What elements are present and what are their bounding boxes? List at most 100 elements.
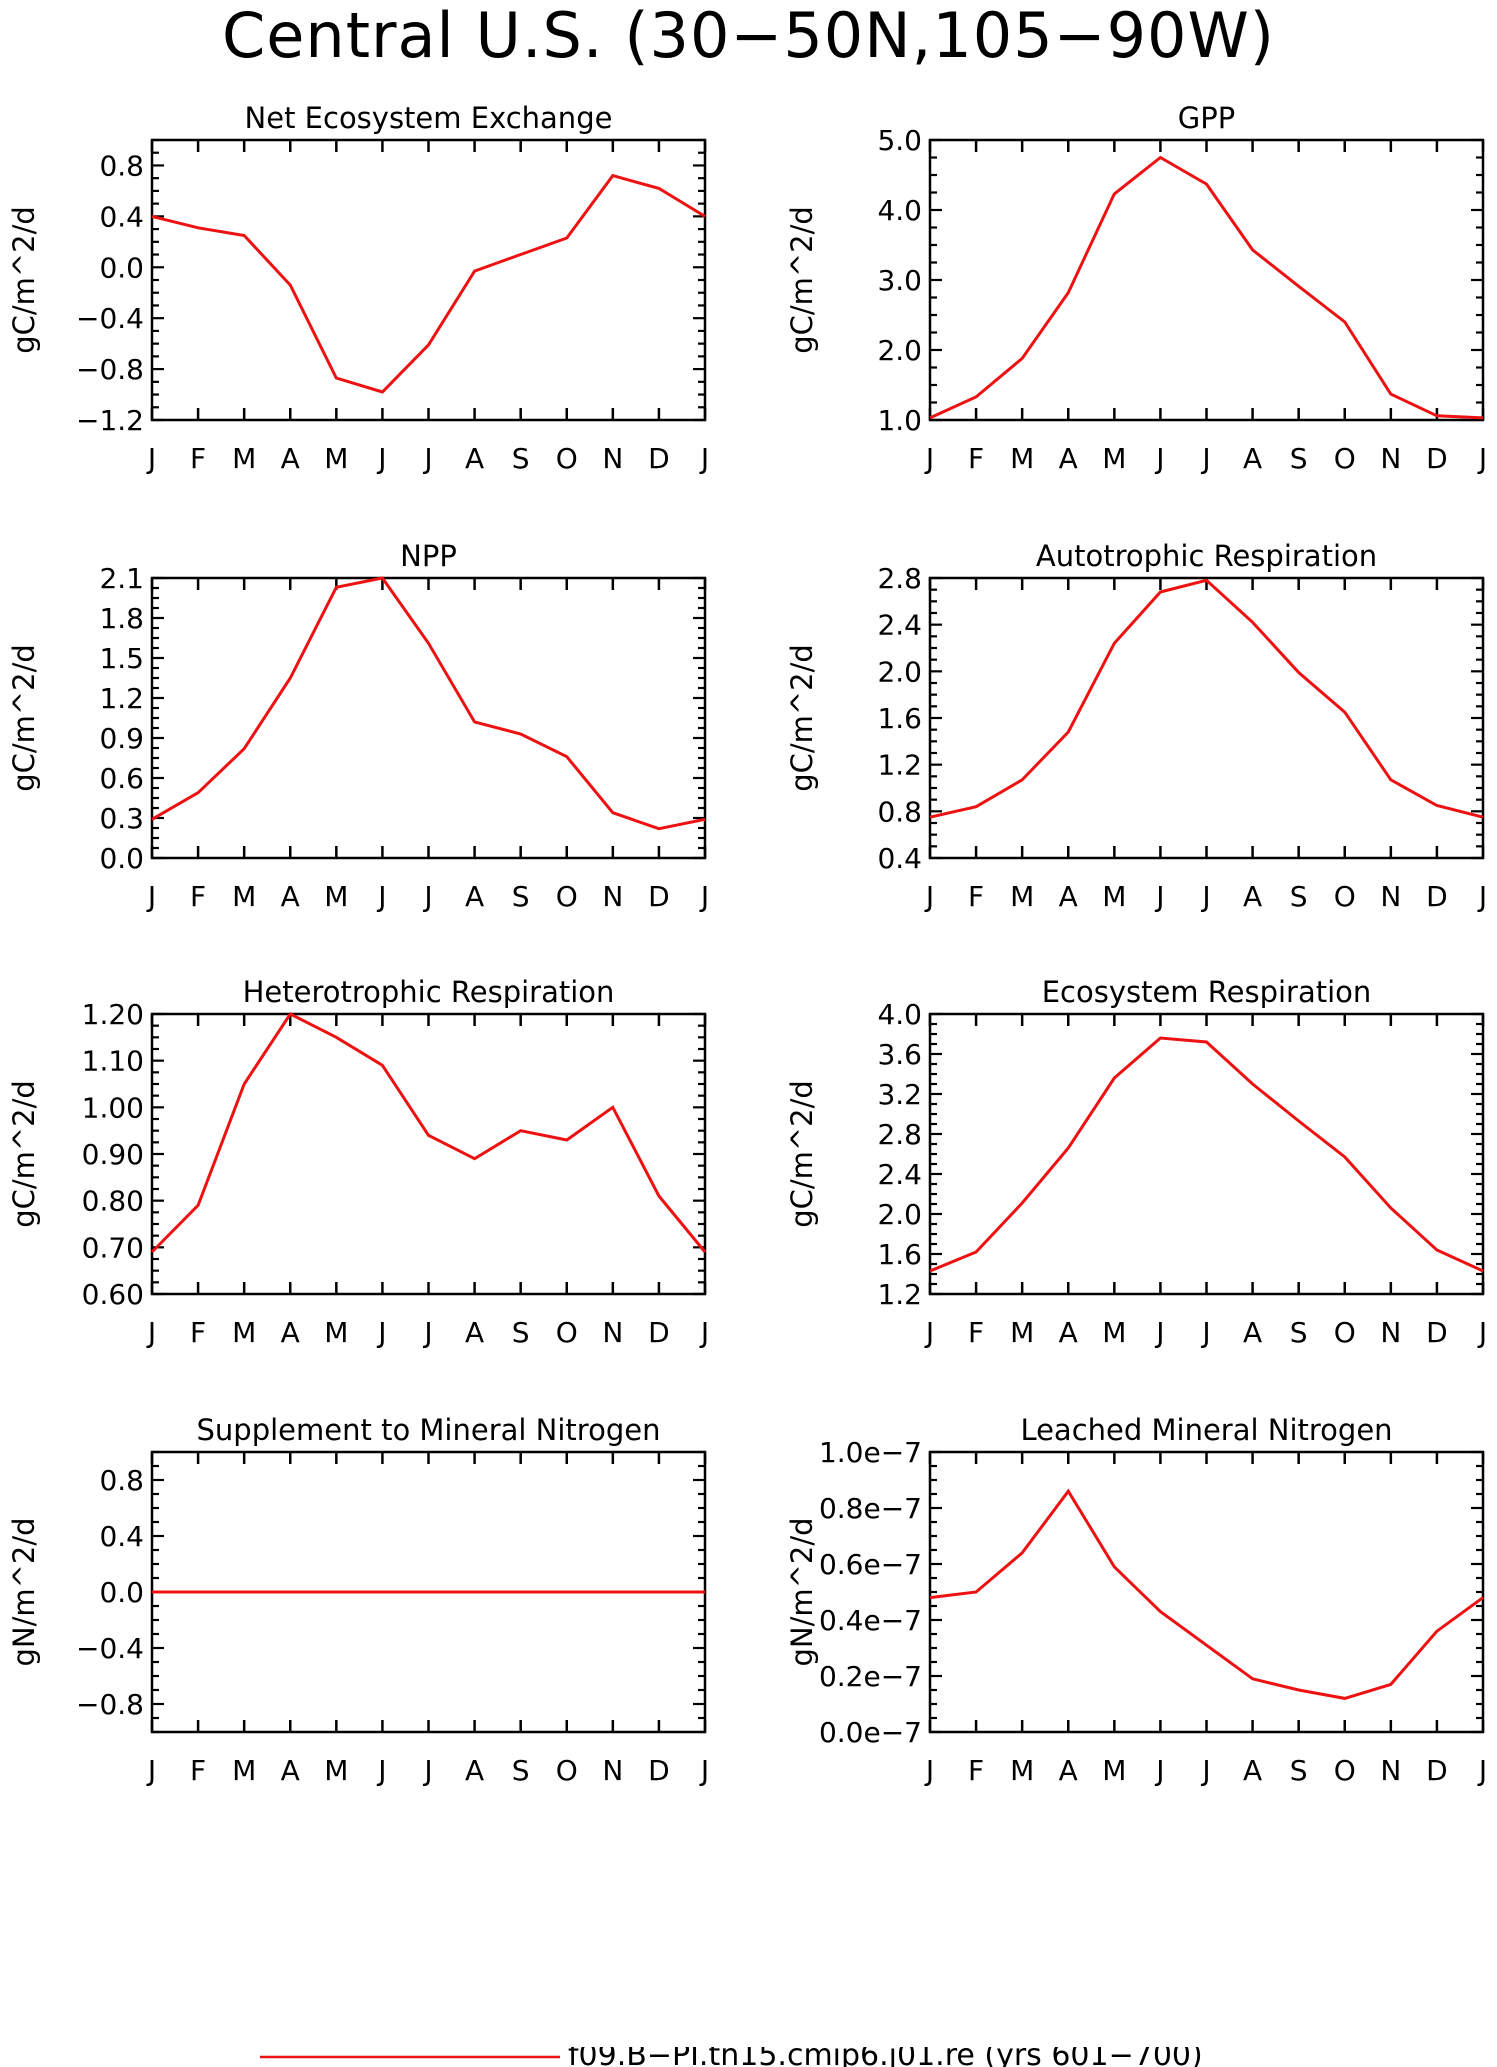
y-tick-label: 0.2e−7 <box>819 1660 922 1693</box>
x-tick-label: S <box>1290 1316 1308 1349</box>
x-tick-label: O <box>1334 880 1356 913</box>
y-tick-label: 0.8 <box>99 1464 144 1497</box>
y-tick-label: 2.0 <box>877 1198 922 1231</box>
y-tick-label: 0.90 <box>82 1138 144 1171</box>
y-tick-label: 2.8 <box>877 1118 922 1151</box>
y-tick-label: 3.2 <box>877 1078 922 1111</box>
y-axis-label: gC/m^2/d <box>7 1080 41 1228</box>
y-axis-label: gC/m^2/d <box>7 644 41 792</box>
series-line <box>929 1036 1484 1273</box>
y-tick-label: 2.0 <box>877 655 922 688</box>
x-tick-label: M <box>1010 1316 1034 1349</box>
y-tick-label: 0.60 <box>82 1278 144 1311</box>
x-tick-label: J <box>924 442 934 475</box>
y-tick-label: 1.20 <box>82 998 144 1031</box>
y-tick-label: −1.2 <box>76 404 144 437</box>
x-tick-label: J <box>924 1316 934 1349</box>
y-tick-label: 0.9 <box>99 722 144 755</box>
x-tick-label: N <box>602 1754 623 1787</box>
x-tick-label: J <box>1154 1754 1164 1787</box>
y-axis-label: gN/m^2/d <box>7 1517 41 1666</box>
x-tick-label: J <box>1477 1754 1487 1787</box>
legend-label: f09.B−PI.tn15.cmip6.j01.re (yrs 601−700) <box>568 2047 1203 2067</box>
x-tick-label: N <box>1380 442 1401 475</box>
legend: f09.B−PI.tn15.cmip6.j01.re (yrs 601−700) <box>260 2047 1203 2067</box>
x-tick-label: S <box>1290 880 1308 913</box>
x-tick-label: F <box>190 442 206 475</box>
y-tick-label: 1.10 <box>82 1045 144 1078</box>
x-tick-label: J <box>1154 880 1164 913</box>
chart-title: Net Ecosystem Exchange <box>245 101 613 135</box>
x-tick-label: S <box>1290 442 1308 475</box>
x-tick-label: M <box>1102 1754 1126 1787</box>
x-tick-label: A <box>281 880 300 913</box>
x-tick-label: J <box>699 880 709 913</box>
x-tick-label: J <box>699 1316 709 1349</box>
x-tick-label: J <box>422 442 432 475</box>
x-tick-label: M <box>232 880 256 913</box>
x-tick-label: J <box>1200 880 1210 913</box>
x-tick-label: A <box>281 1754 300 1787</box>
chart-supplement-to-mineral-nitrogen: Supplement to Mineral Nitrogen gN/m^2/d J F… <box>7 1413 709 1787</box>
y-tick-label: 1.0 <box>877 404 922 437</box>
x-tick-label: J <box>1200 442 1210 475</box>
y-tick-label: 1.00 <box>82 1091 144 1124</box>
x-tick-label: M <box>1102 1316 1126 1349</box>
x-tick-label: N <box>602 880 623 913</box>
y-tick-label: 0.0 <box>99 842 144 875</box>
page-title: Central U.S. (30−50N,105−90W) <box>222 0 1275 72</box>
y-tick-label: −0.8 <box>76 353 144 386</box>
y-axis-label: gC/m^2/d <box>785 206 819 354</box>
y-tick-label: 1.2 <box>877 1278 922 1311</box>
x-tick-label: D <box>1426 880 1448 913</box>
x-tick-label: M <box>1010 1754 1034 1787</box>
plot-frame <box>150 576 707 860</box>
plot-frame <box>150 138 707 422</box>
y-tick-label: −0.8 <box>76 1688 144 1721</box>
x-tick-label: A <box>465 880 484 913</box>
y-tick-label: 0.4 <box>877 842 922 875</box>
chart-title: NPP <box>400 539 457 573</box>
y-axis-label: gC/m^2/d <box>785 644 819 792</box>
plot-frame <box>928 1012 1485 1296</box>
y-tick-label: 4.0 <box>877 194 922 227</box>
x-tick-label: O <box>1334 442 1356 475</box>
x-tick-label: A <box>465 442 484 475</box>
y-axis-label: gN/m^2/d <box>785 1517 819 1666</box>
y-tick-label: 0.0e−7 <box>819 1716 922 1749</box>
x-tick-label: M <box>1010 880 1034 913</box>
x-tick-label: J <box>422 1754 432 1787</box>
y-tick-label: 2.0 <box>877 334 922 367</box>
x-tick-label: N <box>1380 880 1401 913</box>
x-tick-label: S <box>512 442 530 475</box>
y-tick-label: 0.4e−7 <box>819 1604 922 1637</box>
x-tick-label: M <box>1102 442 1126 475</box>
x-tick-label: A <box>465 1316 484 1349</box>
y-tick-label: 0.6e−7 <box>819 1548 922 1581</box>
x-tick-label: D <box>1426 1316 1448 1349</box>
y-tick-label: 3.6 <box>877 1038 922 1071</box>
x-tick-label: J <box>1154 442 1164 475</box>
x-tick-label: F <box>190 1754 206 1787</box>
x-tick-label: M <box>232 1754 256 1787</box>
plot-frame <box>150 1012 707 1296</box>
x-tick-label: M <box>1010 442 1034 475</box>
y-tick-label: 0.8 <box>877 795 922 828</box>
x-tick-label: F <box>968 1316 984 1349</box>
x-tick-label: F <box>968 1754 984 1787</box>
x-tick-label: O <box>1334 1754 1356 1787</box>
y-tick-label: −0.4 <box>76 1632 144 1665</box>
y-tick-label: 0.4 <box>99 1520 144 1553</box>
x-tick-label: J <box>699 442 709 475</box>
x-tick-label: J <box>146 442 156 475</box>
x-tick-label: M <box>324 442 348 475</box>
x-tick-label: J <box>146 1754 156 1787</box>
x-tick-label: A <box>1243 1316 1262 1349</box>
y-tick-label: 0.70 <box>82 1231 144 1264</box>
y-tick-label: 4.0 <box>877 998 922 1031</box>
